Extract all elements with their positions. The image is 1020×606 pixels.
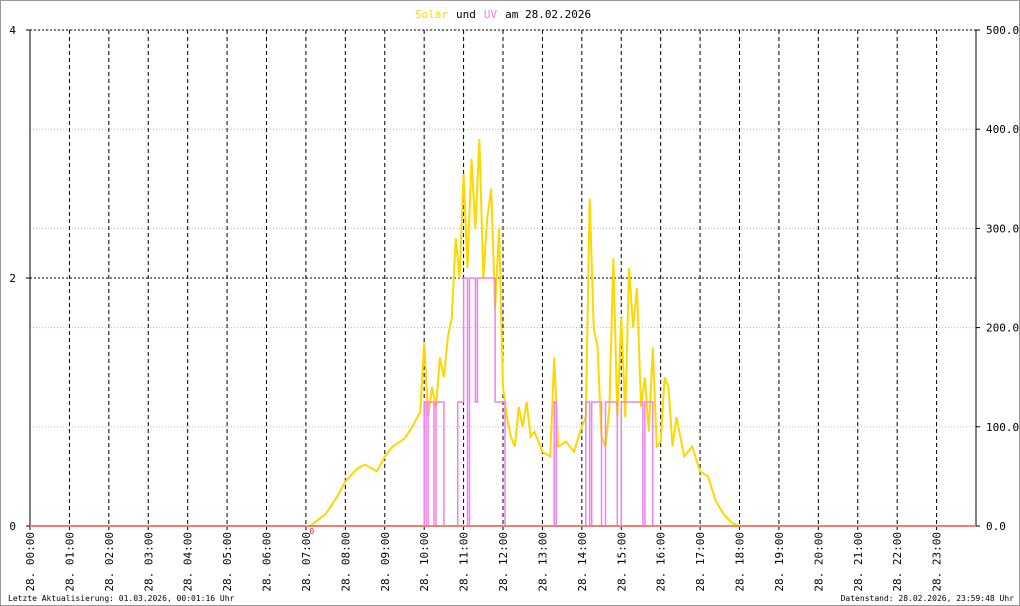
footer-left: Letzte Aktualisierung: 01.03.2026, 00:01… [8,594,235,603]
x-tick-label: 28. 08:00 [339,532,352,592]
x-tick-label: 28. 20:00 [812,532,825,592]
x-tick-label: 28. 23:00 [931,532,944,592]
title-part: UV [484,8,498,21]
y-tick-label: 2 [9,272,16,285]
footer-right: Datenstand: 28.02.2026, 23:59:48 Uhr [841,594,1015,603]
x-tick-label: 28. 10:00 [418,532,431,592]
annotation: 0 [309,527,314,536]
x-tick-label: 28. 17:00 [694,532,707,592]
series-line [30,139,976,527]
y2-tick-label: 300.0 [986,222,1019,235]
x-tick-label: 28. 06:00 [261,532,274,592]
x-tick-label: 28. 13:00 [536,532,549,592]
y-tick-label: 0 [9,520,16,533]
x-tick-label: 28. 05:00 [221,532,234,592]
x-tick-label: 28. 02:00 [103,532,116,592]
x-tick-label: 28. 15:00 [615,532,628,592]
x-tick-label: 28. 09:00 [379,532,392,592]
title-part: und [456,8,476,21]
x-tick-label: 28. 11:00 [458,532,471,592]
y2-tick-label: 400.0 [986,123,1019,136]
x-tick-label: 28. 22:00 [891,532,904,592]
y2-tick-label: 100.0 [986,421,1019,434]
x-tick-label: 28. 12:00 [497,532,510,592]
y2-tick-label: 200.0 [986,322,1019,335]
x-tick-label: 28. 01:00 [63,532,76,592]
x-tick-label: 28. 21:00 [852,532,865,592]
x-tick-label: 28. 19:00 [773,532,786,592]
title-part: am 28.02.2026 [505,8,591,21]
x-tick-label: 28. 03:00 [142,532,155,592]
x-tick-label: 28. 00:00 [24,532,37,592]
chart-title: Solar und UV am 28.02.2026 [415,8,591,21]
title-part: Solar [415,8,448,21]
y-tick-label: 4 [9,24,16,37]
x-tick-label: 28. 18:00 [734,532,747,592]
x-tick-label: 28. 04:00 [182,532,195,592]
x-tick-label: 28. 07:00 [300,532,313,592]
y2-tick-label: 500.0 [986,24,1019,37]
y2-tick-label: 0.0 [986,520,1006,533]
x-tick-label: 28. 14:00 [576,532,589,592]
x-tick-label: 28. 16:00 [655,532,668,592]
